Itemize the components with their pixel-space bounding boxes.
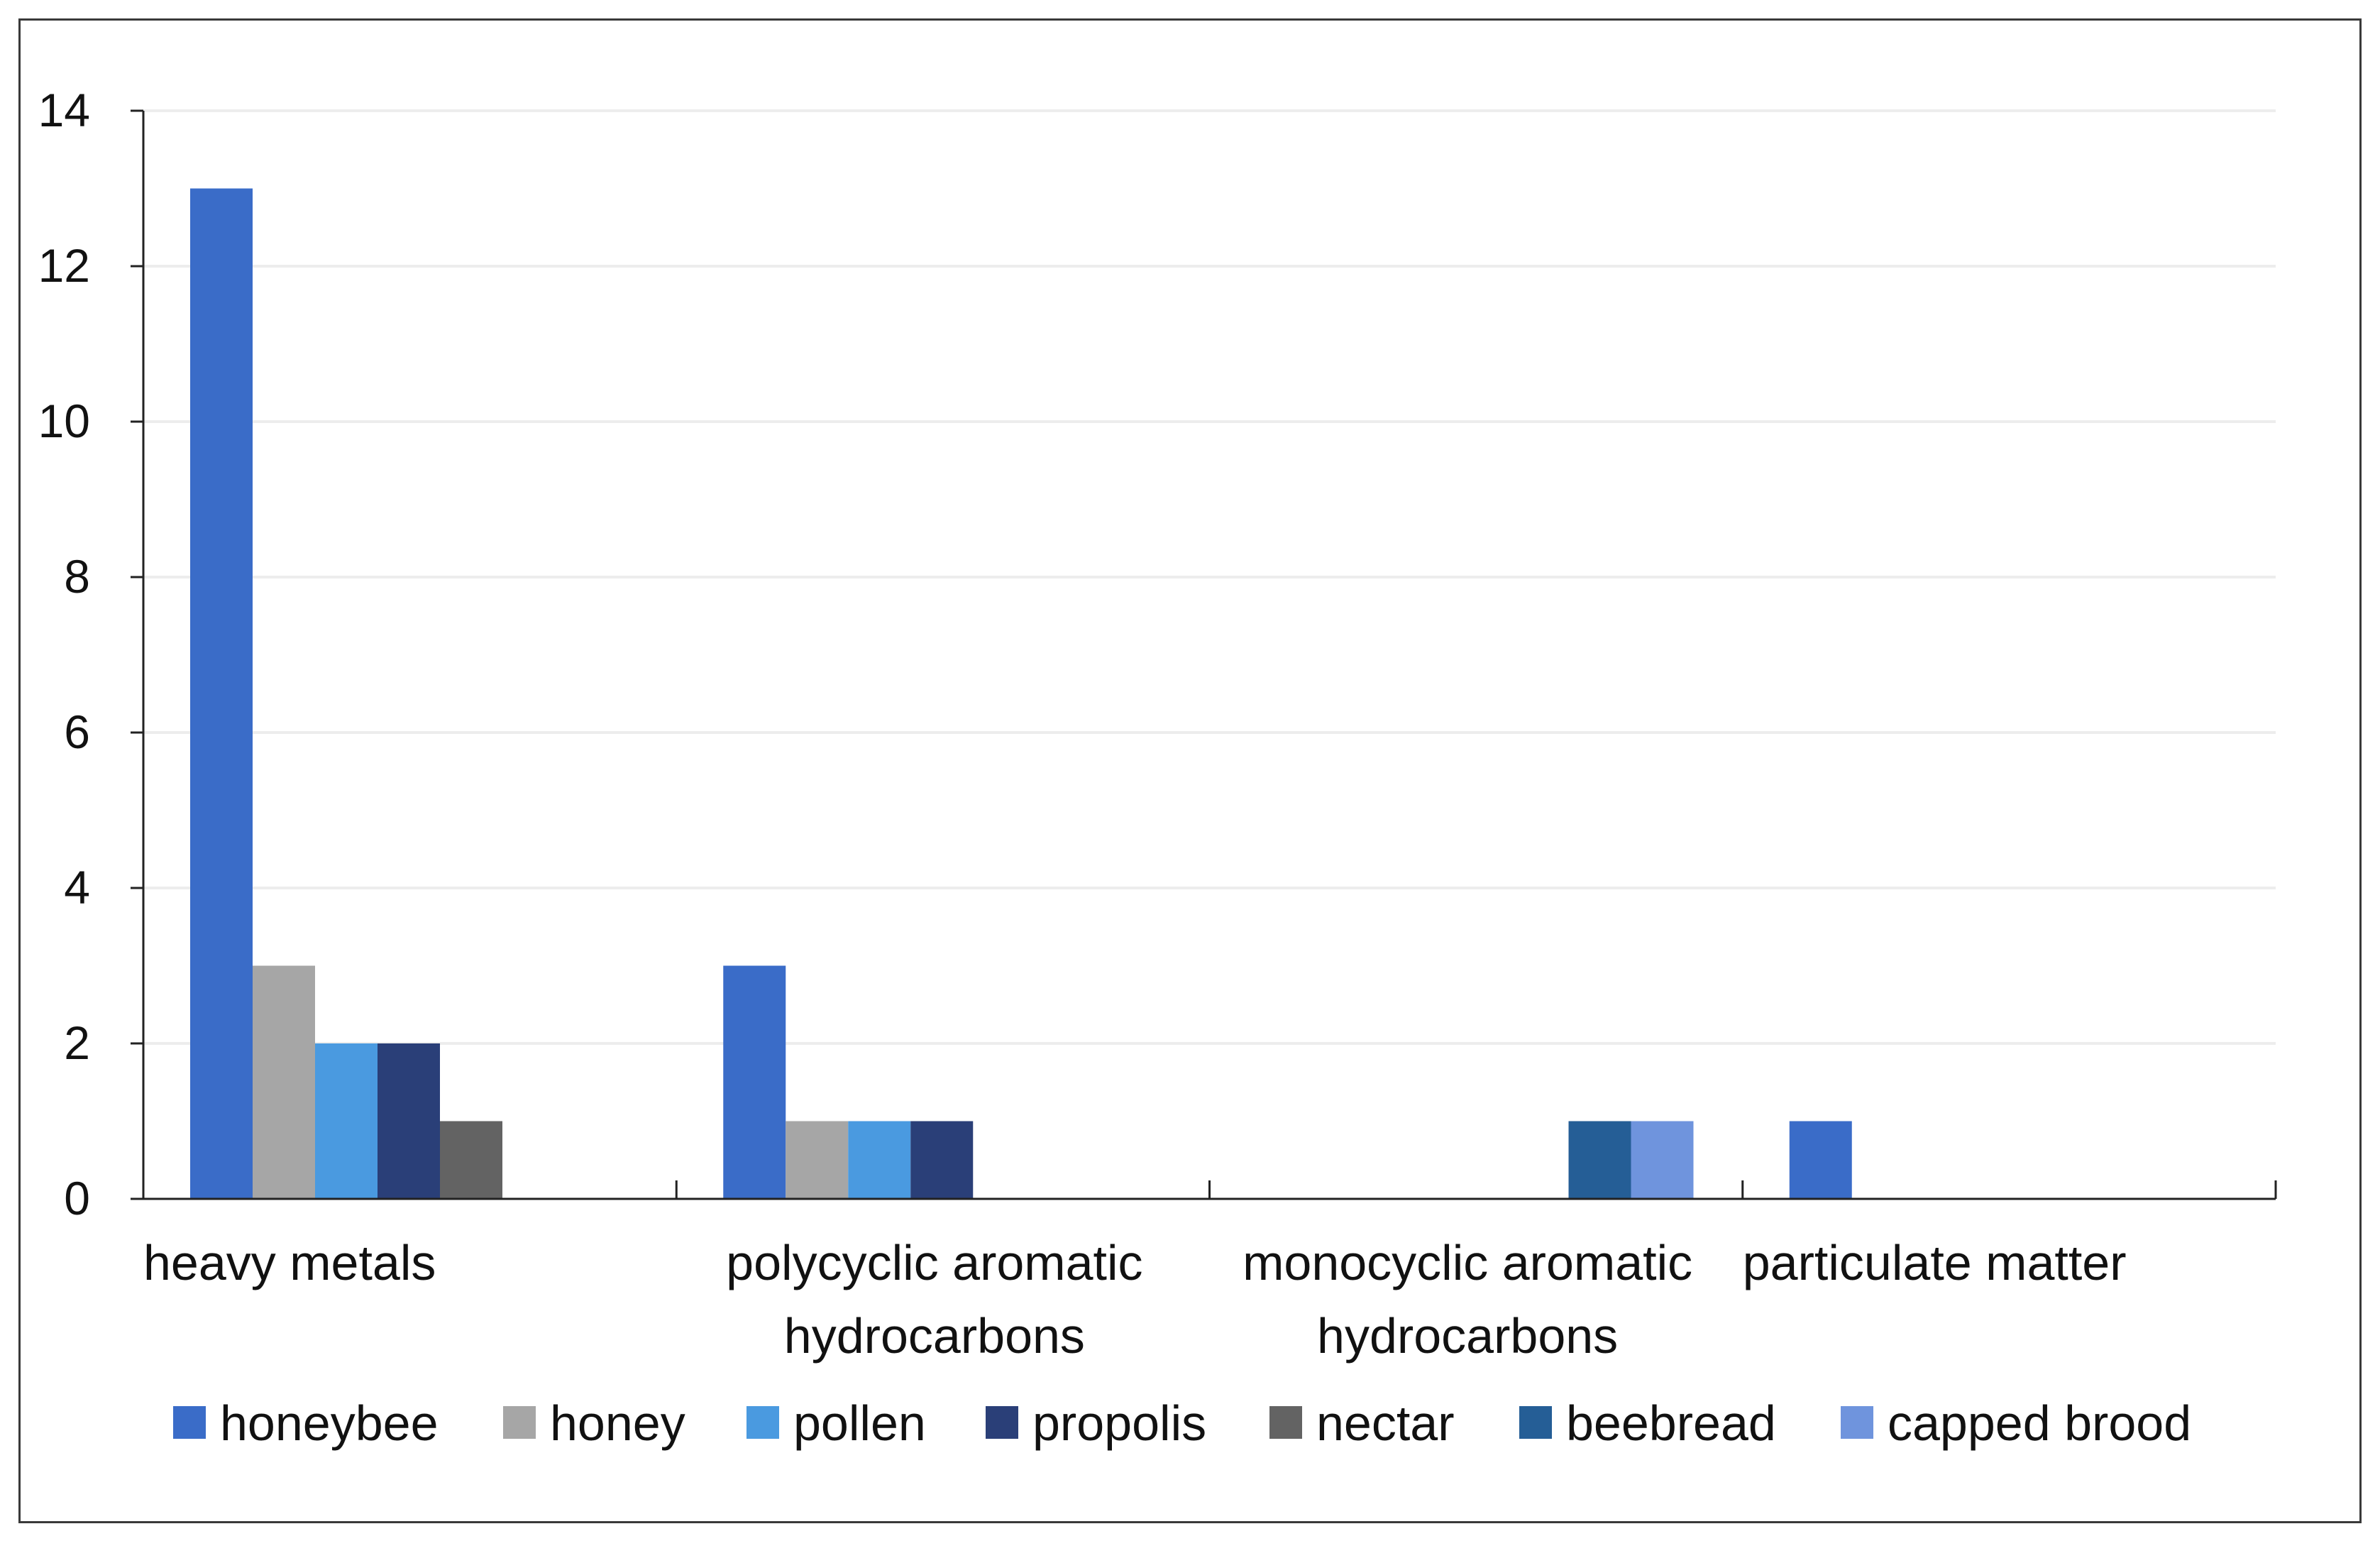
y-tick-label: 10 (38, 395, 90, 447)
y-tick-label: 6 (64, 706, 90, 758)
bar-honeybee (1789, 1121, 1852, 1199)
bar-honeybee (723, 965, 786, 1199)
y-tick-label: 12 (38, 239, 90, 292)
legend-swatch (986, 1406, 1018, 1439)
legend-swatch (503, 1406, 536, 1439)
category-label-line: polycyclic aromatic (726, 1235, 1142, 1290)
bar-honey (786, 1121, 849, 1199)
category-label: monocyclic aromatic hydrocarbons (1243, 1235, 1692, 1364)
bar-honey (253, 965, 315, 1199)
legend-swatch (1269, 1406, 1302, 1439)
y-tick-label: 14 (38, 84, 90, 136)
y-tick-labels: 0 2 4 6 8 10 12 14 (38, 84, 90, 1224)
legend: honeybee honey pollen propolis nectar beebrea… (173, 1395, 2191, 1451)
category-label-line: particulate matter (1743, 1235, 2127, 1290)
bar-capped-brood (1631, 1121, 1694, 1199)
bars (190, 188, 1852, 1199)
y-tick-label: 2 (64, 1016, 90, 1069)
category-labels: heavy metals polycyclic aromatic hydrocarb… (143, 1235, 2127, 1364)
bar-chart: 0 2 4 6 8 10 12 14 heavy metals polycyclic aroma… (38, 84, 2277, 1451)
y-tick-label: 8 (64, 550, 90, 603)
bar-beebread (1568, 1121, 1631, 1199)
chart-frame: 0 2 4 6 8 10 12 14 heavy metals polycyclic aroma… (18, 18, 2362, 1523)
legend-label: propolis (1032, 1395, 1206, 1451)
legend-label: capped brood (1888, 1395, 2191, 1451)
bar-pollen (848, 1121, 911, 1199)
bar-nectar (440, 1121, 502, 1199)
legend-swatch (1519, 1406, 1552, 1439)
bar-honeybee (190, 188, 253, 1199)
category-label-line: monocyclic aromatic (1243, 1235, 1692, 1290)
legend-label: honeybee (220, 1395, 439, 1451)
bar-propolis (910, 1121, 974, 1199)
legend-swatch (1841, 1406, 1873, 1439)
category-label-line: heavy metals (143, 1235, 436, 1290)
legend-label: beebread (1566, 1395, 1776, 1451)
category-label: polycyclic aromatic hydrocarbons (726, 1235, 1142, 1364)
bar-propolis (378, 1043, 440, 1199)
legend-label: nectar (1316, 1395, 1455, 1451)
y-tick-label: 4 (64, 861, 90, 914)
category-label: heavy metals (143, 1235, 436, 1290)
category-label-line: hydrocarbons (1317, 1308, 1618, 1364)
legend-label: pollen (793, 1395, 926, 1451)
category-label-line: hydrocarbons (784, 1308, 1085, 1364)
y-tick-label: 0 (64, 1172, 90, 1224)
category-label: particulate matter (1743, 1235, 2127, 1290)
legend-swatch (173, 1406, 206, 1439)
legend-swatch (746, 1406, 779, 1439)
legend-label: honey (550, 1395, 685, 1451)
axes (131, 109, 2277, 1200)
bar-pollen (315, 1043, 378, 1199)
gridlines (143, 109, 2276, 1045)
